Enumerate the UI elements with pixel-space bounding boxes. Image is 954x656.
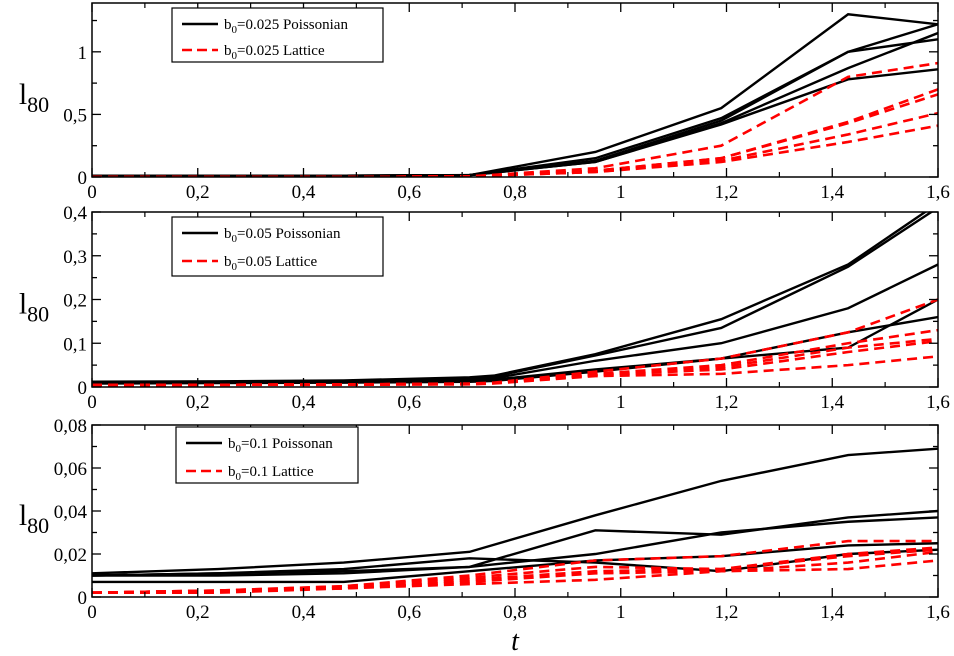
legend-label-post: =0.05 Lattice	[237, 254, 317, 270]
x-tick-label: 0,2	[186, 182, 210, 203]
y-label-main: l	[19, 499, 27, 532]
panel-1: 0 0,2 0,4 0,6 0,8 1 1,2 1,4 1,600,51l80b0=0.025 …	[19, 2, 950, 203]
legend-label-sub: 0	[232, 233, 238, 245]
y-tick-label: 0	[78, 168, 88, 189]
legend-label-post: =0.025 Lattice	[237, 43, 325, 59]
y-axis-label: l80	[19, 288, 49, 327]
x-tick-label: 1,6	[926, 602, 950, 623]
legend-label-post: =0.1 Lattice	[241, 464, 314, 480]
legend-label-sub: 0	[232, 261, 238, 273]
legend-label: b0=0.025 Poissonian	[224, 17, 348, 36]
series-line-poissonian-4	[92, 516, 938, 577]
y-axis-label: l80	[19, 499, 49, 538]
x-tick-label: 1,4	[820, 602, 844, 623]
x-tick-label: 1,4	[820, 182, 844, 203]
legend-label-pre: b	[228, 436, 236, 452]
legend-label-post: =0.1 Poissonan	[241, 436, 333, 452]
y-tick-label: 0,06	[54, 459, 87, 480]
series-line-lattice-8	[92, 93, 938, 177]
x-tick-label: 0,8	[503, 392, 527, 413]
series-line-poissonian-5	[92, 542, 938, 584]
x-tick-label: 0,6	[397, 182, 421, 203]
legend-label: b0=0.1 Lattice	[228, 464, 314, 483]
series-group	[92, 13, 938, 177]
legend-label: b0=0.025 Lattice	[224, 43, 325, 62]
y-label-sub: 80	[27, 302, 49, 327]
series-line-poissonian-3	[92, 263, 938, 384]
legend-label: b0=0.05 Lattice	[224, 254, 317, 273]
panel-3: 0 0,2 0,4 0,6 0,8 1 1,2 1,4 1,6 0 0,02 0,04 0,06 0,08…	[19, 416, 950, 656]
legend-label-sub: 0	[236, 443, 242, 455]
y-axis-label: l80	[19, 78, 49, 117]
series-line-poissonian-2	[92, 509, 938, 577]
legend-box	[171, 216, 384, 277]
legend-label-pre: b	[228, 464, 236, 480]
legend-label-pre: b	[224, 226, 232, 242]
legend-label: b0=0.05 Poissonian	[224, 226, 341, 245]
series-line-lattice-10	[92, 124, 938, 177]
x-tick-label: 1	[616, 602, 626, 623]
x-tick-label: 1	[616, 182, 626, 203]
series-line-lattice-6	[92, 61, 938, 177]
y-tick-label: 0,2	[63, 291, 87, 312]
legend-label-pre: b	[224, 17, 232, 33]
x-tick-label: 1,2	[715, 182, 739, 203]
x-tick-label: 0,4	[292, 602, 316, 623]
legend-box	[171, 7, 384, 63]
legend-label-pre: b	[224, 43, 232, 59]
series-group	[92, 447, 938, 595]
series-line-lattice-10	[92, 355, 938, 387]
x-tick-label: 0,2	[186, 602, 210, 623]
x-tick-label: 0	[87, 182, 97, 203]
legend-label-sub: 0	[236, 471, 242, 483]
y-tick-label: 0,3	[63, 247, 87, 268]
x-tick-label: 1,6	[926, 392, 950, 413]
series-line-poissonian-5	[92, 298, 938, 385]
y-tick-label: 0,5	[63, 105, 87, 126]
y-tick-label: 0,1	[63, 334, 87, 355]
x-tick-label: 0,6	[397, 392, 421, 413]
x-tick-label: 0,2	[186, 392, 210, 413]
y-tick-label: 1	[78, 43, 88, 64]
x-tick-label: 0,6	[397, 602, 421, 623]
legend-label-pre: b	[224, 254, 232, 270]
y-tick-label: 0	[78, 588, 88, 609]
y-tick-label: 0,02	[54, 545, 87, 566]
y-tick-label: 0,04	[54, 502, 88, 523]
y-label-sub: 80	[27, 92, 49, 117]
y-tick-label: 0,4	[63, 203, 87, 224]
series-line-poissonian-1	[92, 447, 938, 575]
x-tick-label: 0,4	[292, 392, 316, 413]
legend-label: b0=0.1 Poissonan	[228, 436, 333, 455]
y-label-sub: 80	[27, 513, 49, 538]
legend-label-sub: 0	[232, 24, 238, 36]
y-label-main: l	[19, 288, 27, 321]
y-label-main: l	[19, 78, 27, 111]
x-tick-label: 1,2	[715, 392, 739, 413]
series-group	[92, 212, 938, 387]
x-axis-label: t	[511, 626, 520, 656]
legend-box	[175, 426, 359, 484]
x-tick-label: 1,2	[715, 602, 739, 623]
x-tick-label: 1	[616, 392, 626, 413]
x-tick-label: 0,4	[292, 182, 316, 203]
x-tick-label: 0	[87, 602, 97, 623]
legend-label-sub: 0	[232, 50, 238, 62]
x-tick-label: 0	[87, 392, 97, 413]
y-tick-label: 0,08	[54, 416, 87, 437]
legend-label-post: =0.025 Poissonian	[237, 17, 348, 33]
x-tick-label: 1,4	[820, 392, 844, 413]
series-line-lattice-9	[92, 550, 938, 594]
x-tick-label: 1,6	[926, 182, 950, 203]
panel-2: 0 0,2 0,4 0,6 0,8 1 1,2 1,4 1,6 0 0,1 0,2 0,3 0,4 l80 b…	[19, 203, 950, 413]
y-tick-label: 0	[78, 378, 88, 399]
x-tick-label: 0,8	[503, 182, 527, 203]
legend-label-post: =0.05 Poissonian	[237, 226, 341, 242]
x-tick-label: 0,8	[503, 602, 527, 623]
series-line-lattice-10	[92, 559, 938, 595]
